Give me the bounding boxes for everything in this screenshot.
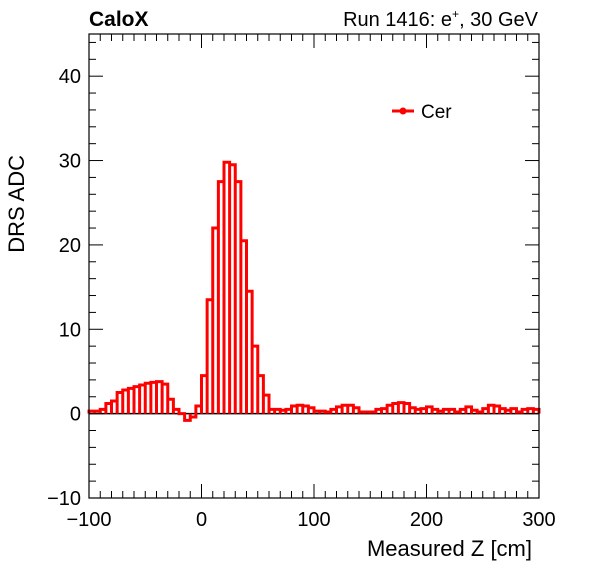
x-tick-label: 200 — [410, 509, 443, 531]
legend: Cer — [392, 102, 452, 123]
y-axis-title: DRS ADC — [4, 155, 29, 253]
y-tick-label: −10 — [47, 488, 81, 510]
run-superscript: + — [452, 7, 459, 21]
run-info: Run 1416: e+, 30 GeV — [343, 7, 539, 31]
experiment-label: CaloX — [89, 8, 149, 31]
x-axis-title: Measured Z [cm] — [367, 536, 532, 561]
x-tick-label: 100 — [297, 509, 330, 531]
y-tick-label: 30 — [59, 151, 81, 173]
axes-layer — [88, 33, 540, 499]
series-0 — [87, 160, 541, 422]
series-layer — [87, 160, 541, 422]
y-tick-label: 10 — [59, 319, 81, 341]
plot-frame — [88, 33, 540, 499]
run-suffix: , 30 GeV — [459, 9, 539, 31]
x-tick-label: 0 — [196, 509, 207, 531]
legend-label: Cer — [421, 102, 452, 123]
x-tick-label: −100 — [66, 509, 111, 531]
run-label: Run 1416: e — [343, 9, 452, 31]
y-tick-label: 0 — [70, 404, 81, 426]
series-line — [87, 160, 541, 422]
legend-swatch-marker — [399, 107, 407, 115]
y-tick-label: 40 — [59, 66, 81, 88]
x-tick-label: 300 — [522, 509, 555, 531]
y-tick-label: 20 — [59, 235, 81, 257]
